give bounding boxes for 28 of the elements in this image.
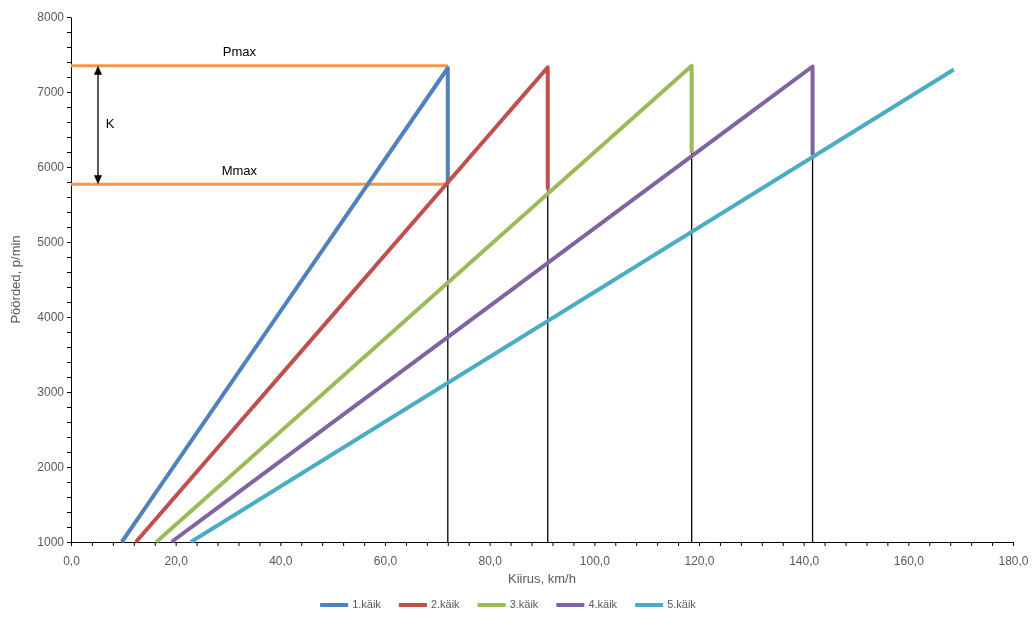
annotation: Pmax: [222, 44, 257, 60]
x-tick-label: 100,0: [579, 553, 611, 568]
x-tick-label: 20,0: [164, 553, 189, 568]
x-tick-label: 160,0: [893, 553, 925, 568]
x-axis-title: Kiirus, km/h: [508, 571, 576, 586]
legend-label: 1.käik: [352, 597, 382, 610]
y-tick-label: 5000: [37, 235, 65, 250]
x-tick-label: 140,0: [789, 553, 820, 568]
legend-label: 3.käik: [509, 597, 539, 610]
y-tick-label: 2000: [37, 460, 65, 475]
legend-label: 2.käik: [430, 597, 461, 610]
y-tick-label: 1000: [37, 535, 65, 550]
legend-label: 5.käik: [667, 597, 697, 610]
x-tick-label: 0,0: [63, 553, 81, 568]
y-tick-label: 8000: [37, 10, 65, 25]
y-tick-label: 7000: [37, 85, 65, 100]
annotation: K: [105, 116, 115, 132]
y-axis-title: Pöörded, p/min: [8, 235, 23, 324]
x-tick-label: 120,0: [684, 553, 715, 568]
legend-label: 4.käik: [588, 597, 618, 610]
y-tick-label: 3000: [37, 385, 65, 400]
y-tick-label: 4000: [37, 310, 65, 325]
x-tick-label: 40,0: [269, 553, 293, 568]
y-tick-label: 6000: [37, 160, 65, 175]
annotation: Mmax: [221, 162, 258, 178]
x-tick-label: 80,0: [478, 553, 503, 568]
x-tick-label: 180,0: [998, 553, 1029, 568]
x-tick-label: 60,0: [373, 553, 398, 568]
